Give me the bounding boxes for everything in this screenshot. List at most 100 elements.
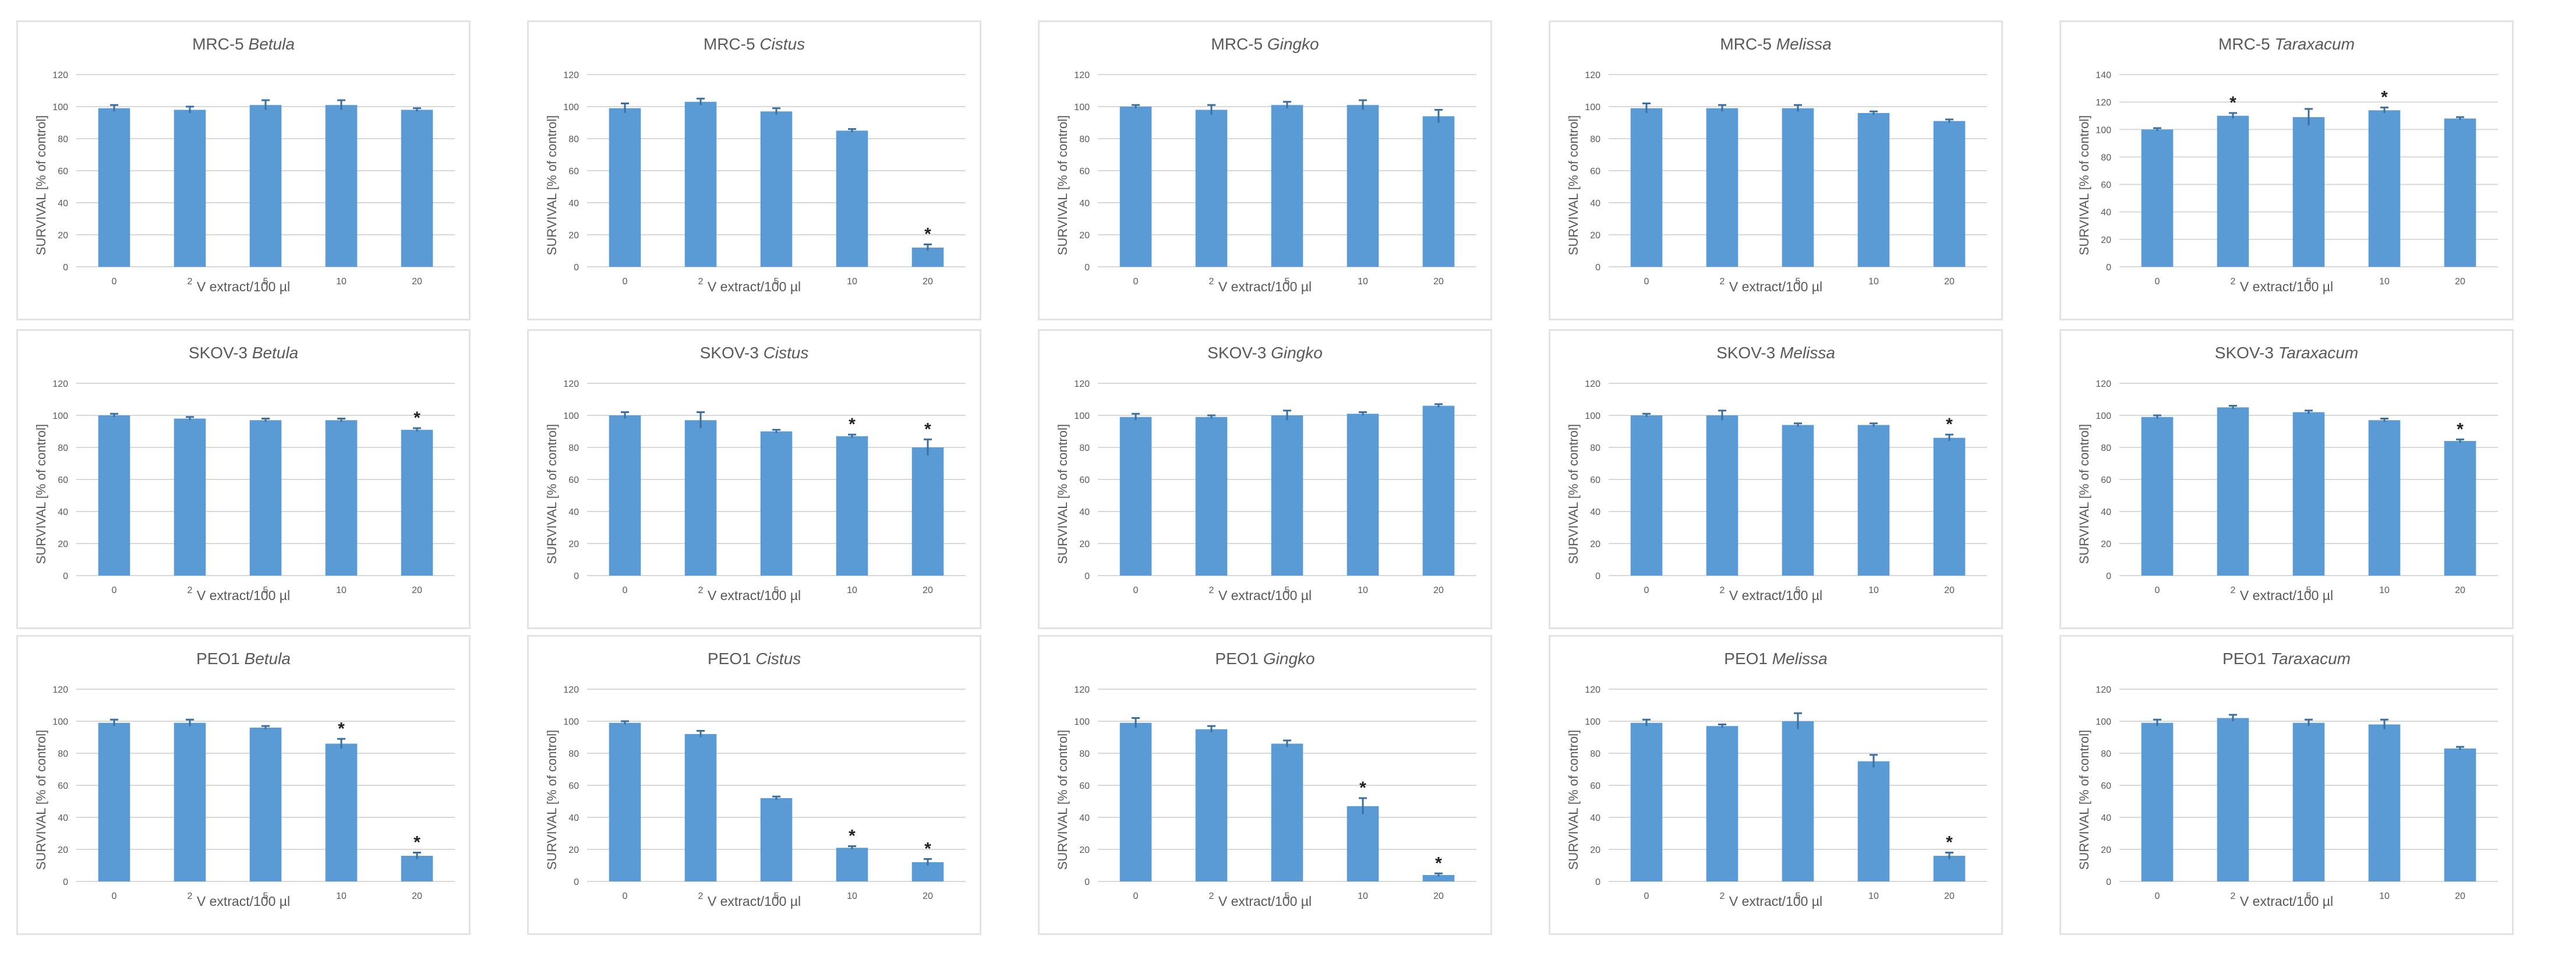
bar <box>1422 405 1455 576</box>
chart-panel: MRC-5 Taraxacum SURVIVAL [% of control] V … <box>2059 20 2514 320</box>
significance-marker: * <box>1435 853 1442 873</box>
bar <box>1782 721 1814 881</box>
x-tick-label: 0 <box>2155 891 2160 901</box>
y-tick-label: 40 <box>2101 507 2111 517</box>
chart-title: SKOV-3 Taraxacum <box>2061 344 2512 362</box>
y-tick-label: 0 <box>2106 263 2111 273</box>
y-tick-label: 100 <box>1074 717 1090 727</box>
y-tick-label: 20 <box>58 231 68 241</box>
x-tick-label: 5 <box>1796 891 1801 901</box>
y-tick-label: 100 <box>52 103 68 112</box>
bar <box>1630 108 1663 267</box>
bar <box>1782 425 1814 576</box>
significance-marker: * <box>2229 93 2236 112</box>
chart-panel: MRC-5 Melissa SURVIVAL [% of control] V ex… <box>1549 20 2003 320</box>
bar <box>2292 117 2325 267</box>
significance-marker: * <box>849 827 856 846</box>
y-tick-label: 0 <box>1595 572 1600 581</box>
x-axis-label: V extract/100 µl <box>2239 588 2334 603</box>
chart-title-species: Taraxacum <box>2278 344 2359 362</box>
chart-title: SKOV-3 Cistus <box>529 344 980 362</box>
chart-panel: MRC-5 Cistus SURVIVAL [% of control] V ext… <box>527 20 981 320</box>
bar <box>2444 118 2476 267</box>
x-tick-label: 2 <box>1209 277 1214 287</box>
x-tick-label: 20 <box>412 585 422 595</box>
chart-title-cell-line: PEO1 <box>707 650 751 668</box>
y-tick-label: 20 <box>1590 539 1600 549</box>
x-axis-label: V extract/100 µl <box>196 894 291 909</box>
y-tick-label: 0 <box>1595 877 1600 887</box>
y-tick-label: 40 <box>2101 813 2111 823</box>
y-tick-label: 60 <box>1079 167 1090 177</box>
x-tick-label: 2 <box>188 277 193 287</box>
y-tick-label: 120 <box>1074 685 1090 695</box>
y-tick-label: 20 <box>1079 231 1090 241</box>
y-tick-label: 120 <box>2096 379 2111 389</box>
y-tick-label: 0 <box>574 263 579 273</box>
bar <box>1630 415 1663 576</box>
chart-title: SKOV-3 Gingko <box>1040 344 1490 362</box>
x-tick-label: 0 <box>2155 277 2160 287</box>
significance-marker: * <box>1946 415 1953 434</box>
y-tick-label: 120 <box>563 70 579 80</box>
bar <box>1782 108 1814 267</box>
bar <box>684 101 717 267</box>
y-tick-label: 0 <box>63 572 68 581</box>
y-tick-label: 0 <box>1084 572 1090 581</box>
y-tick-label: 120 <box>52 70 68 80</box>
y-tick-label: 60 <box>58 781 68 791</box>
x-tick-label: 5 <box>2306 585 2312 595</box>
y-tick-label: 20 <box>2101 235 2111 245</box>
chart-svg: 0 20 40 60 80 100 120 0 2 5 10 20 <box>1074 379 1476 595</box>
y-tick-label: 60 <box>2101 181 2111 191</box>
y-tick-label: 120 <box>1585 379 1600 389</box>
y-tick-label: 120 <box>563 685 579 695</box>
y-tick-label: 60 <box>1590 781 1600 791</box>
bar <box>2141 129 2174 267</box>
x-axis-label: V extract/100 µl <box>196 588 291 603</box>
bar <box>609 108 641 267</box>
bar <box>684 420 717 576</box>
y-tick-label: 60 <box>2101 781 2111 791</box>
significance-marker: * <box>338 719 345 738</box>
chart-panel: SKOV-3 Gingko SURVIVAL [% of control] V ex… <box>1038 329 1492 629</box>
bar <box>2444 441 2476 576</box>
y-tick-label: 80 <box>2101 443 2111 453</box>
y-tick-label: 0 <box>63 263 68 273</box>
bar <box>1706 108 1738 267</box>
chart-title-cell-line: MRC-5 <box>192 35 244 53</box>
y-tick-label: 120 <box>2096 685 2111 695</box>
bar <box>1347 806 1379 881</box>
x-tick-label: 0 <box>2155 585 2160 595</box>
y-tick-label: 120 <box>1074 379 1090 389</box>
significance-marker: * <box>924 419 931 439</box>
bar <box>325 743 358 881</box>
chart-svg: 0 20 40 60 80 100 120 0 2 5 10 20 <box>52 70 455 287</box>
bar <box>1933 121 1966 267</box>
bar <box>249 105 282 267</box>
bar <box>174 722 206 881</box>
chart-title-species: Gingko <box>1263 650 1315 668</box>
bar <box>1119 722 1152 881</box>
x-tick-label: 5 <box>263 585 268 595</box>
chart-title-cell-line: MRC-5 <box>1720 35 1772 53</box>
bar <box>2217 718 2249 881</box>
x-tick-label: 2 <box>2231 891 2236 901</box>
x-tick-label: 2 <box>698 891 704 901</box>
chart-title: MRC-5 Betula <box>18 35 469 54</box>
bar <box>1347 414 1379 576</box>
bar <box>760 431 793 576</box>
x-tick-label: 10 <box>336 585 347 595</box>
x-tick-label: 2 <box>2231 585 2236 595</box>
bar <box>401 429 433 576</box>
x-axis-label: V extract/100 µl <box>1729 279 1823 294</box>
chart-title-cell-line: MRC-5 <box>2218 35 2270 53</box>
y-tick-label: 80 <box>2101 749 2111 759</box>
chart-title: MRC-5 Cistus <box>529 35 980 54</box>
y-tick-label: 100 <box>2096 125 2111 135</box>
bar <box>2141 417 2174 576</box>
chart-title: PEO1 Taraxacum <box>2061 650 2512 668</box>
y-tick-label: 60 <box>1590 475 1600 485</box>
x-tick-label: 0 <box>1644 585 1649 595</box>
x-tick-label: 20 <box>1433 891 1444 901</box>
